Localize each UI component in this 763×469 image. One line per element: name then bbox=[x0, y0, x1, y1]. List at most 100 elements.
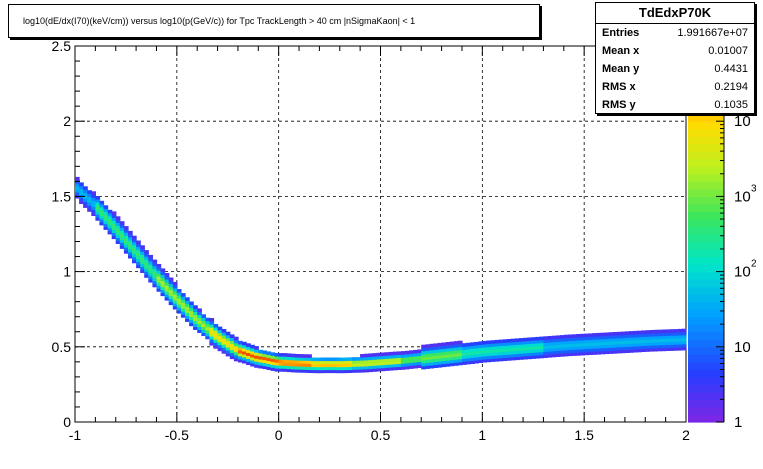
color-scale-cell bbox=[688, 143, 724, 152]
heatmap-cell bbox=[368, 365, 373, 370]
heatmap-cell bbox=[364, 365, 369, 370]
stats-value: 0.2194 bbox=[714, 81, 748, 93]
heatmap-cell bbox=[380, 364, 386, 369]
heatmap-cell bbox=[152, 271, 158, 276]
heatmap-cell bbox=[270, 355, 276, 359]
heatmap-cell bbox=[637, 342, 642, 347]
heatmap-cell bbox=[209, 324, 215, 328]
heatmap-cell bbox=[246, 352, 251, 356]
color-scale-cell bbox=[688, 256, 724, 265]
heatmap-cell bbox=[551, 344, 557, 349]
heatmap-cell bbox=[213, 336, 219, 340]
heatmap-cell bbox=[164, 273, 170, 277]
heatmap-cell bbox=[107, 221, 113, 226]
heatmap-cell bbox=[123, 238, 129, 242]
heatmap-cell bbox=[91, 209, 96, 213]
heatmap-cell bbox=[115, 216, 121, 220]
heatmap-cell bbox=[229, 334, 235, 338]
heatmap-cell bbox=[115, 240, 121, 244]
heatmap-cell bbox=[176, 304, 182, 308]
heatmap-cell bbox=[429, 343, 435, 348]
heatmap-cell bbox=[352, 357, 357, 361]
heatmap-cell bbox=[624, 331, 630, 335]
heatmap-cell bbox=[123, 232, 129, 236]
heatmap-cell bbox=[519, 344, 524, 348]
y-tick-label: 2 bbox=[63, 113, 71, 129]
heatmap-cell bbox=[641, 339, 646, 343]
heatmap-cell bbox=[453, 356, 459, 360]
heatmap-cell bbox=[474, 344, 479, 349]
heatmap-cell bbox=[180, 299, 186, 303]
heatmap-cell bbox=[445, 354, 451, 358]
heatmap-cell bbox=[681, 334, 687, 339]
heatmap-cell bbox=[262, 362, 268, 367]
heatmap-cell bbox=[502, 357, 508, 361]
heatmap-cell bbox=[262, 359, 268, 364]
heatmap-cell bbox=[286, 365, 292, 370]
heatmap-cell bbox=[669, 338, 675, 342]
color-scale-cell bbox=[688, 384, 724, 393]
heatmap-cell bbox=[588, 333, 593, 337]
heatmap-cell bbox=[209, 336, 215, 340]
heatmap-cell bbox=[193, 311, 198, 315]
heatmap-cell bbox=[539, 342, 545, 347]
heatmap-cell bbox=[176, 301, 182, 305]
heatmap-cell bbox=[205, 317, 210, 322]
heatmap-cell bbox=[669, 344, 675, 348]
heatmap-cell bbox=[567, 352, 573, 357]
heatmap-cell bbox=[571, 337, 577, 341]
heatmap-cell bbox=[376, 352, 382, 357]
color-scale-cell bbox=[688, 136, 724, 145]
heatmap-cell bbox=[510, 338, 516, 343]
heatmap-cell bbox=[665, 332, 671, 336]
heatmap-cell bbox=[527, 343, 532, 348]
heatmap-cell bbox=[506, 354, 512, 358]
heatmap-cell bbox=[242, 350, 247, 355]
heatmap-cell bbox=[567, 343, 573, 348]
heatmap-cell bbox=[600, 350, 606, 355]
heatmap-cell bbox=[250, 356, 255, 361]
heatmap-cell bbox=[559, 338, 565, 342]
heatmap-cell bbox=[303, 369, 308, 373]
heatmap-cell bbox=[629, 340, 634, 344]
heatmap-cell bbox=[523, 349, 528, 354]
color-scale-label-base: 10 bbox=[734, 264, 751, 281]
heatmap-cell bbox=[421, 359, 426, 364]
heatmap-cell bbox=[254, 355, 259, 359]
heatmap-cell bbox=[681, 346, 687, 351]
heatmap-cell bbox=[229, 349, 235, 354]
heatmap-cell bbox=[95, 205, 101, 209]
heatmap-cell bbox=[144, 250, 149, 254]
heatmap-cell bbox=[478, 356, 483, 360]
heatmap-cell bbox=[347, 360, 353, 364]
heatmap-cell bbox=[91, 203, 96, 207]
heatmap-cell bbox=[356, 366, 361, 370]
heatmap-cell bbox=[115, 225, 121, 229]
heatmap-cell bbox=[152, 265, 158, 270]
heatmap-cell bbox=[180, 293, 186, 297]
heatmap-cell bbox=[128, 236, 133, 241]
heatmap-cell bbox=[233, 345, 239, 350]
heatmap-cell bbox=[470, 360, 475, 364]
color-scale-label-base: 10 bbox=[734, 188, 751, 205]
heatmap-cell bbox=[103, 211, 109, 215]
heatmap-cell bbox=[612, 335, 618, 339]
heatmap-cell bbox=[91, 194, 96, 198]
heatmap-cell bbox=[478, 350, 483, 354]
heatmap-cell bbox=[629, 331, 634, 335]
heatmap-cell bbox=[132, 247, 137, 252]
stats-value: 0.01007 bbox=[708, 45, 748, 57]
heatmap-cell bbox=[555, 347, 561, 351]
heatmap-cell bbox=[315, 366, 320, 371]
heatmap-cell bbox=[441, 342, 447, 347]
heatmap-cell bbox=[413, 349, 418, 354]
heatmap-cell bbox=[233, 351, 239, 356]
heatmap-cell bbox=[140, 257, 145, 261]
heatmap-cell bbox=[99, 209, 105, 214]
heatmap-cell bbox=[629, 337, 634, 341]
heatmap-cell bbox=[299, 360, 304, 364]
heatmap-cell bbox=[307, 366, 312, 370]
heatmap-cell bbox=[205, 332, 210, 337]
heatmap-cell bbox=[83, 192, 88, 196]
heatmap-cell bbox=[588, 345, 593, 349]
